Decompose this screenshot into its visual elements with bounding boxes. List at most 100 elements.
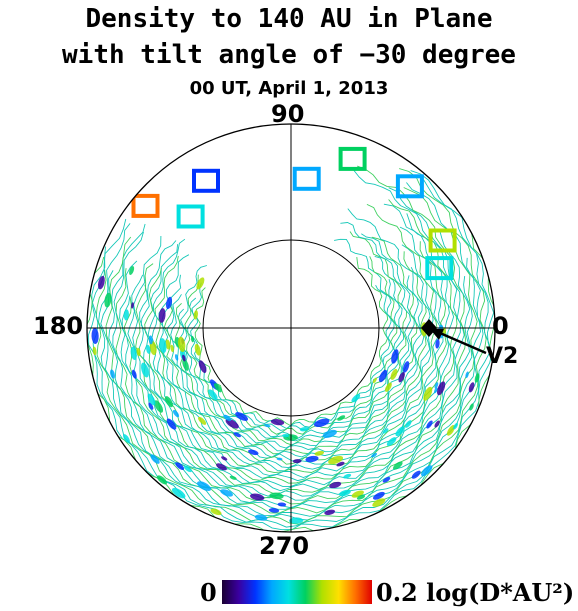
density-patch [382,476,391,483]
density-patch [343,473,352,479]
density-patch [129,266,135,275]
density-patch [182,354,186,362]
v2-label: V2 [486,344,519,369]
contour-line [194,257,389,427]
contour-line [140,240,442,478]
density-patch [434,387,438,394]
density-patch [221,456,228,461]
density-patch [402,361,410,373]
colorbar-min-label: 0 [200,578,217,607]
density-patch [150,454,160,464]
contour-line [170,222,411,449]
density-patch [156,475,168,485]
density-patch [110,369,115,379]
angle-label-270: 270 [259,532,310,560]
density-patch [421,465,433,477]
density-patch [229,475,237,480]
contour-line [119,187,465,501]
density-patch [474,373,480,383]
density-patch [393,461,403,470]
contour-line [166,233,415,452]
density-patch [254,514,268,521]
density-patch [91,328,99,344]
density-patch [382,428,389,434]
colorbar-units: log(D*AU²) [426,578,575,607]
density-patch [465,371,469,379]
density-patch [131,369,137,379]
chart-title: Density to 140 AU in Plane [85,4,493,34]
density-patch [146,344,151,354]
density-patch [314,418,330,428]
density-patch [174,354,179,361]
colorbar [222,580,372,604]
density-patch [337,415,346,421]
density-patch [92,346,97,356]
density-patch [356,494,366,500]
density-patch [329,481,342,489]
density-patch [299,427,309,432]
contour-line [108,223,473,510]
density-patch [336,461,345,467]
density-patch [324,509,336,515]
density-patch [175,462,185,470]
density-patch [164,396,174,408]
density-patch [147,393,156,406]
density-patch [446,425,455,436]
density-patch [104,292,112,308]
density-patch [250,493,265,501]
density-clump [131,193,160,218]
density-patch [386,437,397,447]
contour-line [158,208,425,462]
density-patch [390,368,398,380]
angle-label-90: 90 [271,100,305,128]
contour-line [161,254,422,458]
density-patch [305,455,319,463]
density-patch [434,382,439,389]
contour-line [177,255,405,442]
contour-line [123,199,458,494]
density-patch [395,426,405,437]
density-patch [426,420,433,429]
density-patch [165,296,173,310]
density-patch [171,487,186,499]
v2-arrow-line [432,328,487,355]
density-patch [351,490,364,498]
density-patch [166,418,177,430]
density-patch [404,420,412,428]
density-patch [468,382,475,393]
density-clump [192,168,220,193]
density-patch [372,498,386,507]
density-patch [436,381,446,396]
density-clump [425,256,454,281]
density-patch [130,346,137,361]
density-patch [210,508,222,516]
density-patch [193,310,198,320]
density-patch [398,371,405,383]
v2-arrow-head [430,329,444,340]
contour-line [92,179,491,528]
density-patch [154,400,164,413]
density-patch [435,339,440,349]
density-patch [268,508,280,513]
contour-line [154,251,427,465]
density-patch [182,358,189,371]
density-patch [123,434,130,443]
density-patch [391,349,399,364]
density-patch [178,336,186,353]
density-patch [351,394,361,403]
density-patch [378,369,388,383]
density-patch [214,383,222,393]
contour-line [138,226,444,482]
density-patch [141,362,149,378]
density-patch [165,339,171,350]
density-patch [197,481,212,491]
density-patch [158,308,166,323]
density-patch [123,309,129,321]
density-patch [469,403,474,411]
density-patch [183,465,192,473]
contour-line [187,238,395,431]
density-patch [172,409,180,418]
contour-line [151,238,431,469]
density-patch [198,416,207,425]
